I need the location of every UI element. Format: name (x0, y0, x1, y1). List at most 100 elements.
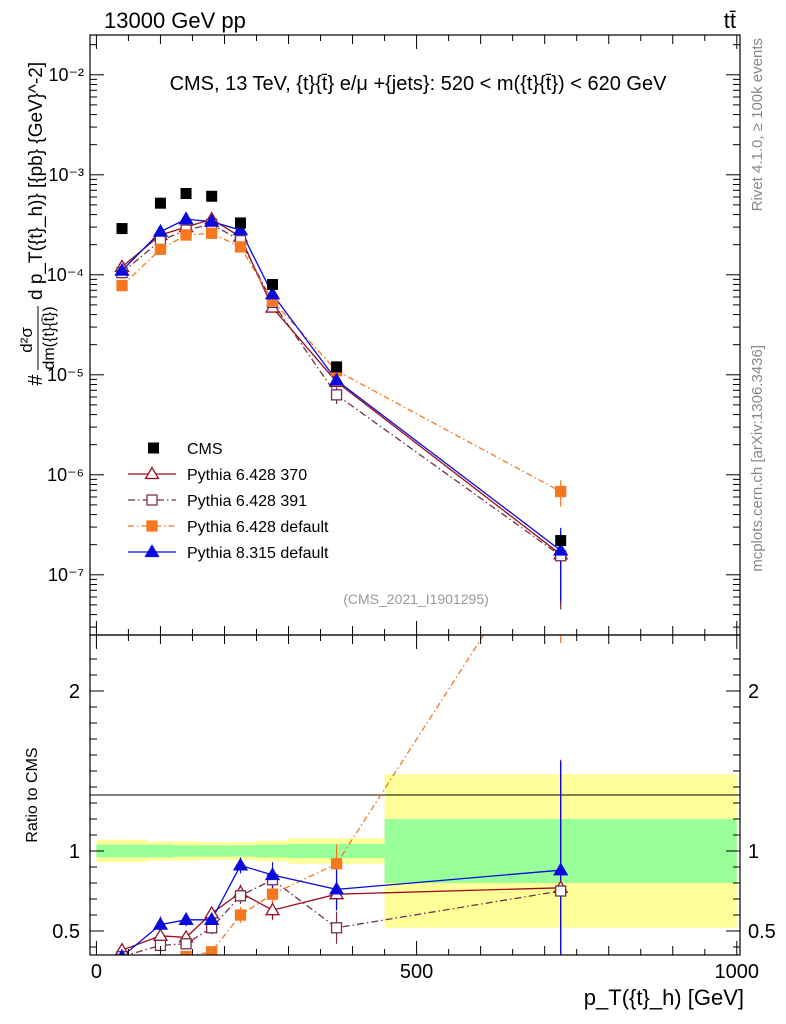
series-marker-3 (264, 286, 281, 300)
ratio-marker-1 (330, 922, 343, 934)
ratio-marker-3 (553, 862, 569, 876)
y-axis-label: # d²σ dm({t}{t̄}) d p_T({t}_h)} [{pb} {G… (17, 62, 58, 386)
ratio-marker-2 (154, 954, 167, 955)
series-marker-2 (116, 279, 128, 292)
ratio-tick-label-right: 2 (748, 681, 759, 703)
ratio-tick-label-right: 0.5 (748, 921, 776, 943)
mcplots-label: mcplots.cern.ch [arXiv:1306.3436] (749, 345, 766, 572)
series-marker-3 (114, 262, 130, 276)
legend-label: CMS (187, 441, 223, 458)
ratio-frame (89, 634, 741, 956)
ratio-tick-label-right: 1 (748, 841, 759, 863)
ratio-bands (96, 774, 737, 928)
legend-marker (146, 520, 158, 532)
ratio-band-inner (198, 845, 225, 857)
ratio-band-inner (96, 844, 148, 858)
ratio-tick-label-left: 2 (69, 681, 80, 703)
legend-marker (148, 442, 159, 454)
ratio-band-inner (256, 844, 289, 858)
ratio-marker-0 (152, 928, 169, 941)
rivet-label: Rivet 4.1.0, ≥ 100k events (749, 38, 766, 211)
ratio-marker-3 (178, 912, 194, 925)
legend-label: Pythia 6.428 391 (187, 493, 307, 510)
data-point (234, 217, 246, 229)
series-marker-2 (555, 485, 567, 498)
ratio-marker-2 (556, 510, 566, 520)
series-marker-3 (232, 222, 249, 236)
ratio-series (114, 510, 569, 973)
series-line-3 (121, 218, 562, 552)
ratio-marker-3 (264, 867, 281, 881)
ratio-marker-2 (180, 950, 192, 955)
y-tick-label: 10⁻² (48, 65, 84, 85)
series-marker-2 (180, 229, 192, 241)
legend-marker (144, 466, 160, 480)
ratio-band-inner (224, 845, 257, 857)
series-marker-3 (204, 213, 220, 227)
ratio-marker-2 (206, 946, 218, 955)
ratio-marker-3 (204, 912, 220, 925)
x-tick-label: 500 (400, 961, 433, 983)
ratio-marker-1 (555, 885, 567, 897)
data-point (331, 361, 343, 373)
y-tick-label: 10⁻⁶ (47, 465, 84, 485)
ratio-marker-3 (232, 857, 249, 871)
data-point (180, 188, 192, 200)
data-point (206, 190, 218, 202)
ratio-band-inner (147, 844, 174, 858)
main-series (114, 188, 569, 610)
legend-label: Pythia 6.428 default (187, 519, 329, 536)
ratio-marker-2 (330, 858, 343, 870)
ratio-band-inner (173, 845, 199, 857)
y-tick-label: 10⁻⁵ (47, 365, 84, 385)
series-marker-2 (154, 243, 167, 255)
ratio-y-label: Ratio to CMS (24, 747, 41, 842)
ratio-tick-label-left: 1 (69, 841, 80, 863)
header-left: 13000 GeV pp (104, 8, 246, 33)
series-marker-1 (330, 389, 343, 401)
y-tick-label: 10⁻⁴ (47, 265, 84, 285)
legend-label: Pythia 6.428 370 (187, 467, 307, 484)
data-point (267, 278, 279, 290)
series-marker-2 (234, 241, 247, 253)
ratio-marker-0 (264, 902, 281, 916)
ratio-marker-2 (234, 909, 247, 921)
y-tick-label: 10⁻³ (48, 165, 84, 185)
ratio-marker-1 (234, 890, 247, 902)
y-label-rest: d p_T({t}_h)} [{pb} {GeV}^-2] (26, 62, 47, 300)
chart-title: CMS, 13 TeV, {t}{t̄} e/μ +{jets}: 520 < … (170, 73, 668, 95)
series-marker-3 (178, 211, 194, 225)
y-tick-label: 10⁻⁷ (48, 565, 84, 585)
y-label-hash: # (25, 374, 47, 386)
ratio-marker-3 (152, 916, 169, 930)
data-point (116, 223, 128, 235)
ratio-series-group (114, 510, 569, 973)
legend-label: Pythia 8.315 default (187, 545, 329, 562)
series-marker-3 (553, 542, 569, 556)
ratio-y-ticks: 0.5 0.5 1 1 2 2 (52, 658, 776, 948)
ratio-marker-2 (117, 963, 127, 973)
main-plot: CMS, 13 TeV, {t}{t̄} e/μ +{jets}: 520 < … (47, 34, 741, 636)
y-label-frac-top: d²σ (17, 327, 36, 353)
ratio-tick-label-left: 0.5 (52, 921, 80, 943)
legend-marker (146, 494, 158, 506)
legend: CMS Pythia 6.428 370 Pythia 6.428 391 Pythi… (128, 441, 329, 562)
ratio-plot: 0.5 0.5 1 1 2 2 0 500 1000 Ratio to CMS (24, 35, 776, 983)
series-marker-3 (328, 372, 345, 386)
analysis-label: (CMS_2021_I1901295) (343, 591, 489, 607)
series-marker-2 (206, 227, 218, 239)
series-marker-3 (152, 223, 169, 237)
x-ticks: 0 500 1000 (91, 35, 759, 983)
header-right: tt̄ (724, 8, 736, 33)
x-tick-label: 0 (91, 961, 102, 983)
legend-marker (144, 544, 160, 558)
ratio-line-3 (122, 864, 561, 955)
x-axis-label: p_T({t}_h) [GeV] (584, 985, 744, 1010)
ratio-marker-2 (266, 888, 279, 900)
ratio-marker-3 (118, 948, 126, 955)
main-y-ticks: 10⁻⁷ 10⁻⁶ 10⁻⁵ 10⁻⁴ 10⁻³ 10⁻² (47, 44, 740, 628)
y-label-frac-bottom: dm({t}{t̄}) (41, 306, 58, 369)
x-tick-label: 1000 (715, 961, 760, 983)
data-point (555, 535, 567, 547)
